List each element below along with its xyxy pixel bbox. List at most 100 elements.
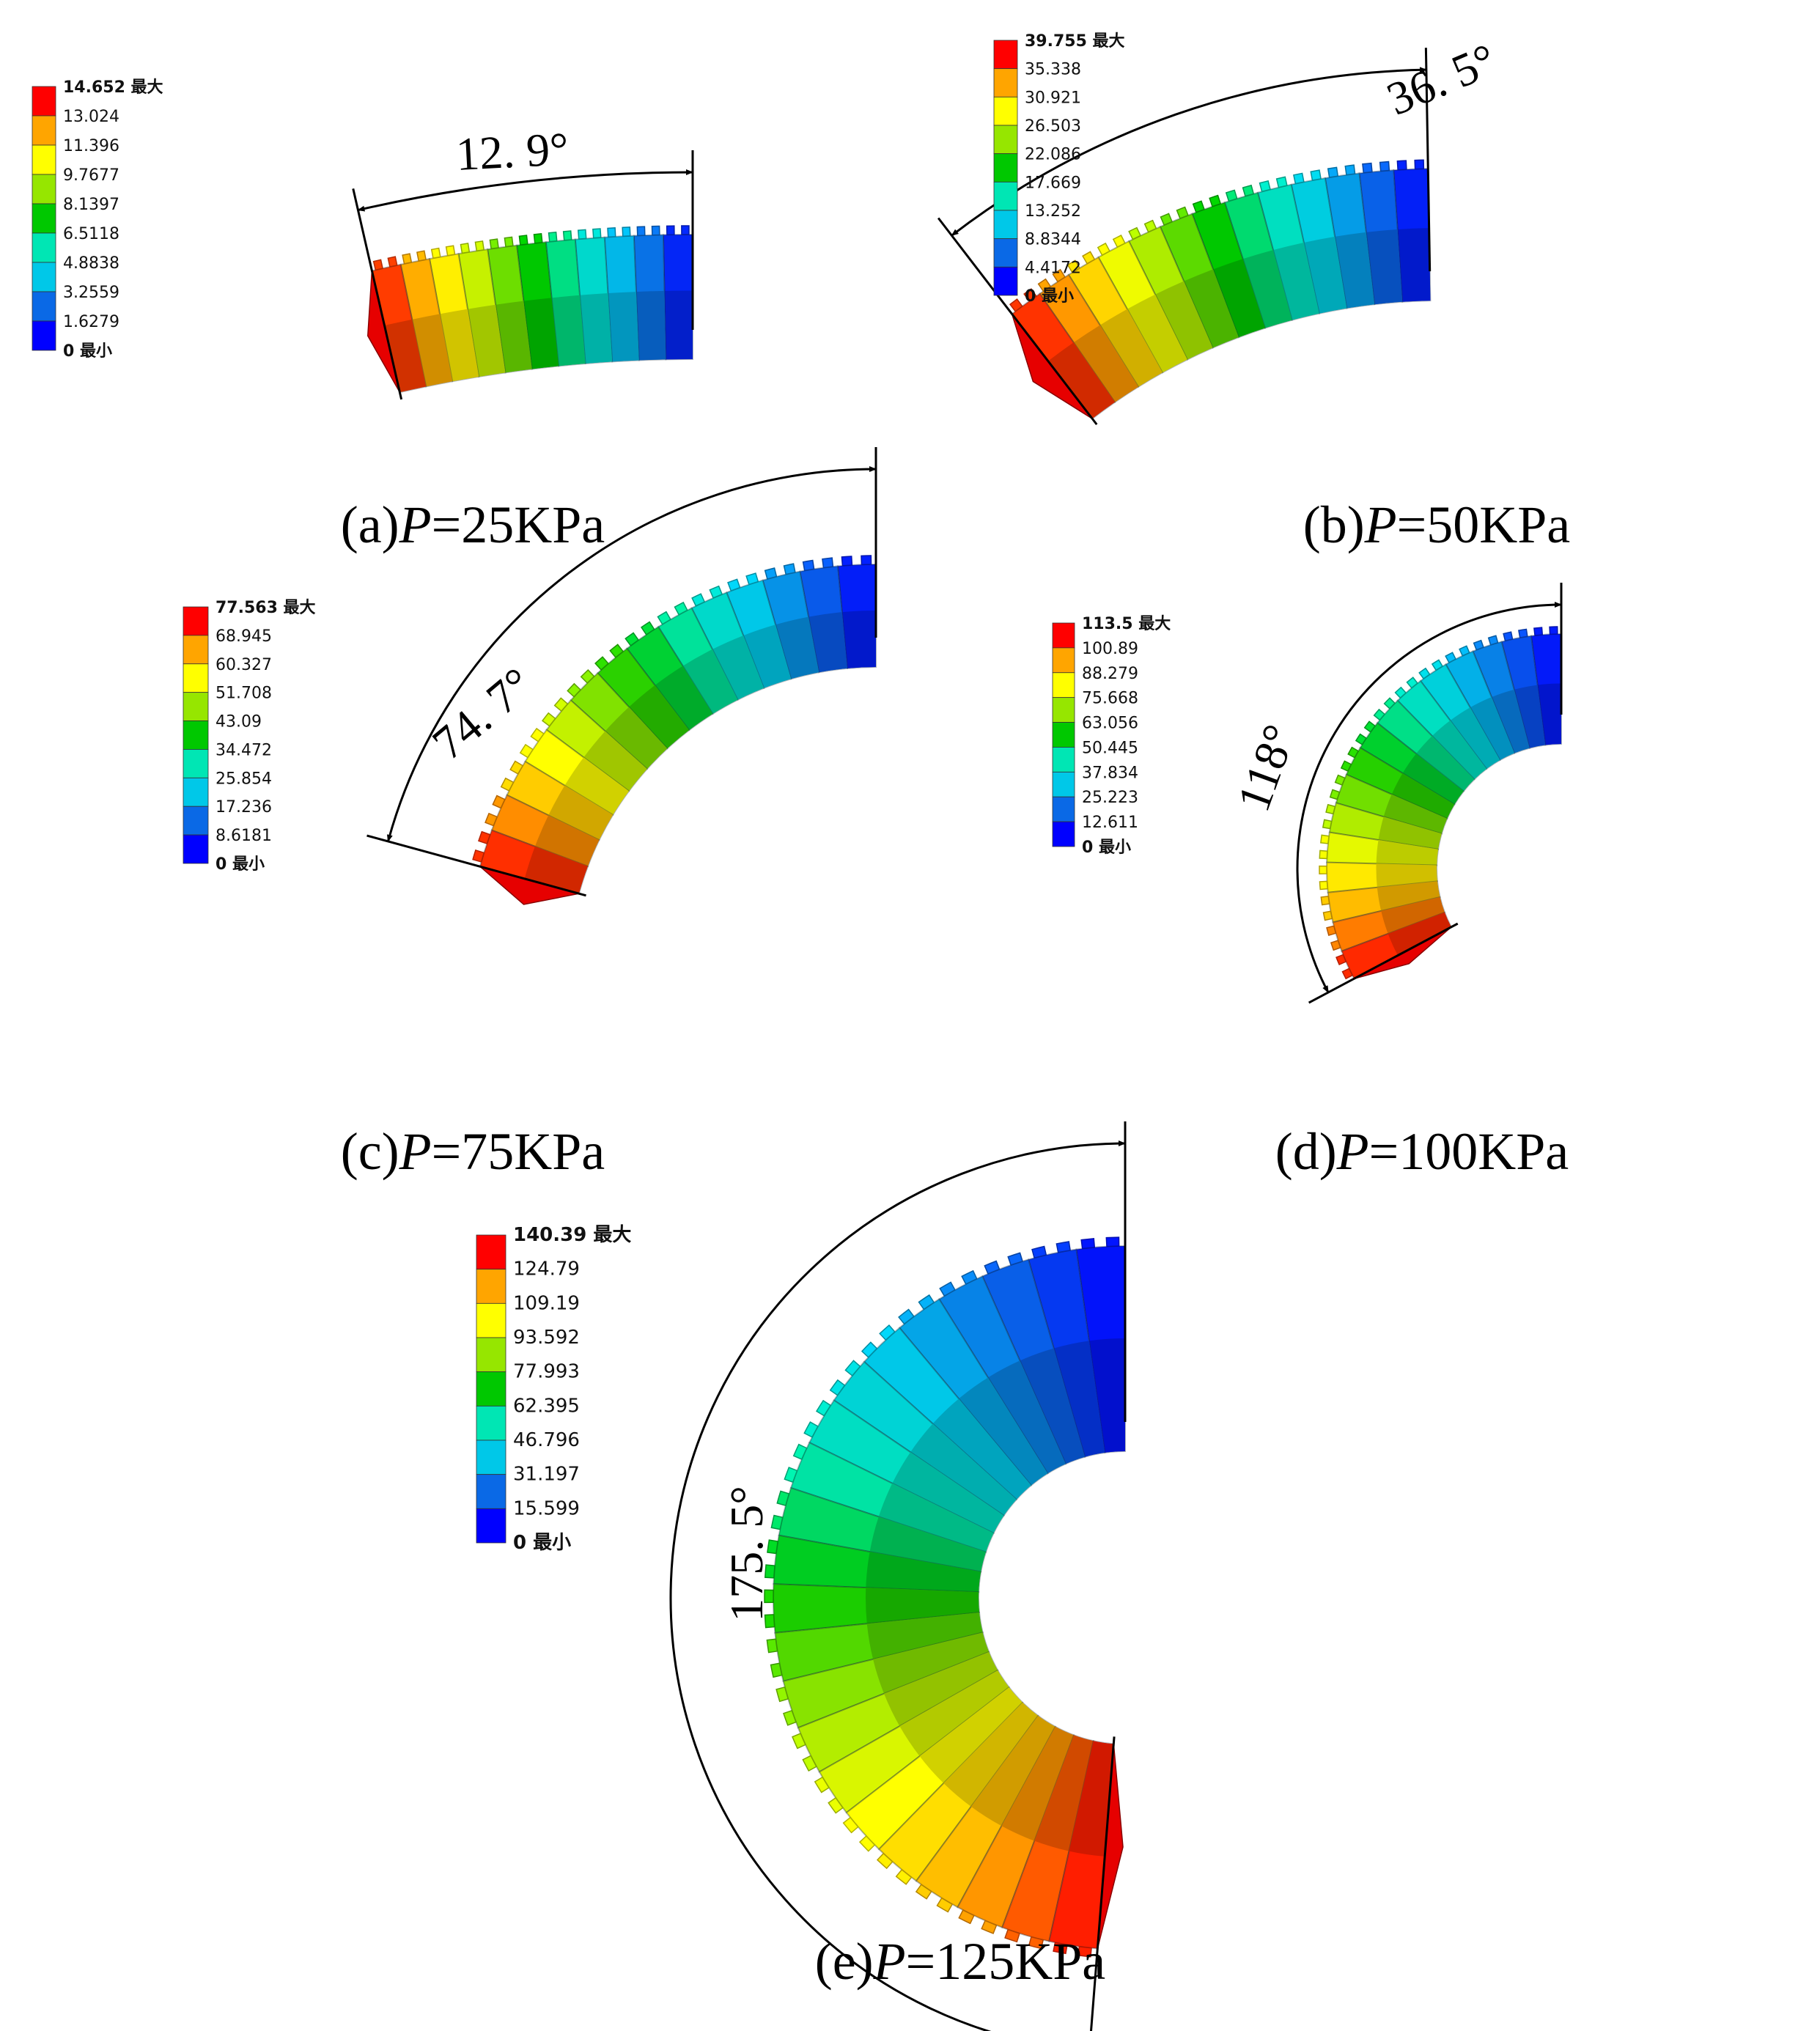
actuator-tooth xyxy=(861,555,872,566)
legend-swatch xyxy=(476,1405,506,1441)
actuator-tooth xyxy=(841,556,853,567)
actuator-segment-shade xyxy=(884,1651,998,1727)
legend-min-label: 0 最小 xyxy=(215,855,265,874)
legend-swatch xyxy=(1052,771,1075,797)
actuator-tooth xyxy=(402,253,413,265)
actuator-tooth xyxy=(1320,896,1330,906)
actuator-tooth xyxy=(533,233,543,244)
actuator-tooth xyxy=(1362,162,1373,174)
actuator-tooth xyxy=(898,1308,915,1325)
actuator-tooth xyxy=(1009,298,1023,312)
legend-swatch xyxy=(1052,722,1075,748)
actuator-tooth xyxy=(895,1868,913,1885)
actuator-tooth xyxy=(767,1539,779,1555)
angle-dimension-arc xyxy=(386,466,877,842)
panel-caption: (e)P=125KPa xyxy=(815,1932,1106,1991)
actuator-tooth xyxy=(1549,626,1558,635)
actuator-tooth xyxy=(1028,1936,1045,1950)
actuator-tooth xyxy=(681,225,690,235)
legend-tick-label: 75.668 xyxy=(1082,690,1138,708)
actuator-segment-shade xyxy=(579,293,613,364)
legend-tick-label: 77.993 xyxy=(513,1361,580,1383)
panel-e: 175. 5° 140.39 最大 124.79 109.19 93.592 77.993… xyxy=(476,1121,1127,2031)
actuator-tooth xyxy=(764,1564,775,1579)
legend-tick-label: 15.599 xyxy=(513,1497,580,1519)
legend-swatch xyxy=(476,1474,506,1509)
legend-swatch xyxy=(476,1302,506,1338)
legend-tick-label: 26.503 xyxy=(1025,117,1081,136)
legend-swatch xyxy=(993,125,1018,155)
actuator-segment-shade xyxy=(866,1612,983,1659)
actuator-tooth xyxy=(1225,189,1238,202)
legend-tick-label: 11.396 xyxy=(63,137,119,155)
actuator-tooth xyxy=(876,1852,894,1870)
actuator-body xyxy=(1319,626,1562,980)
actuator-tooth xyxy=(802,559,815,572)
actuator-segment-shade xyxy=(866,1588,979,1624)
legend-swatch xyxy=(32,86,56,117)
actuator-tooth xyxy=(372,259,384,271)
actuator-tooth xyxy=(1319,849,1328,860)
legend-swatch xyxy=(993,266,1018,296)
actuator-tooth xyxy=(842,1816,859,1834)
actuator-segment-shade xyxy=(608,292,639,362)
actuator-segment-shade xyxy=(866,1552,981,1593)
legend-swatch xyxy=(32,144,56,175)
legend-swatch xyxy=(1052,647,1075,674)
legend-min-label: 0 最小 xyxy=(63,342,112,361)
legend-tick-label: 17.236 xyxy=(215,798,272,817)
actuator-tooth xyxy=(1325,803,1336,815)
actuator-tooth xyxy=(666,225,675,236)
actuator-segment-shade xyxy=(1073,325,1138,402)
legend-tick-label: 93.592 xyxy=(513,1327,580,1349)
legend-tick-label: 43.09 xyxy=(215,713,262,731)
legend-tick-label: 4.4172 xyxy=(1025,259,1081,277)
legend-swatch xyxy=(183,635,209,665)
caption-label: (e) xyxy=(815,1932,874,1991)
actuator-tooth xyxy=(1518,628,1528,638)
caption-label: (a) xyxy=(341,495,399,554)
actuator-tooth xyxy=(815,1399,832,1417)
actuator-tooth xyxy=(1275,176,1288,188)
legend-tick-label: 50.445 xyxy=(1082,739,1138,757)
legend-tick-label: 88.279 xyxy=(1082,665,1138,683)
panel-caption: (d)P=100KPa xyxy=(1275,1122,1569,1181)
legend-tick-label: 17.669 xyxy=(1025,174,1081,192)
actuator-tooth xyxy=(782,1709,797,1726)
colormap-legend: 77.563 最大 68.945 60.327 51.708 43.09 34.472 25… xyxy=(183,599,316,874)
actuator-tooth xyxy=(1053,1942,1068,1955)
actuator-tooth xyxy=(802,1755,817,1772)
actuator-tooth xyxy=(1004,1928,1020,1943)
legend-swatch xyxy=(1052,796,1075,822)
caption-value: =125KPa xyxy=(906,1932,1106,1991)
legend-swatch xyxy=(476,1269,506,1304)
caption-value: =25KPa xyxy=(432,495,605,554)
actuator-tooth xyxy=(861,1341,878,1358)
actuator-tooth xyxy=(1293,172,1305,185)
panel-caption: (c)P=75KPa xyxy=(341,1122,605,1181)
caption-value: =50KPa xyxy=(1397,495,1571,554)
legend-tick-label: 25.223 xyxy=(1082,789,1138,807)
actuator-tooth xyxy=(1327,166,1339,178)
actuator-tooth xyxy=(915,1884,932,1900)
legend-tick-label: 25.854 xyxy=(215,770,272,788)
legend-tick-label: 6.5118 xyxy=(63,225,119,243)
actuator-tooth xyxy=(1097,242,1110,257)
actuator-segment-shade xyxy=(1397,228,1431,302)
legend-tick-label: 37.834 xyxy=(1082,764,1138,782)
actuator-segment-shade xyxy=(384,319,427,393)
legend-swatch xyxy=(1052,697,1075,723)
actuator-tooth xyxy=(844,1360,861,1377)
actuator-segment-shade xyxy=(439,309,479,382)
actuator-tooth xyxy=(803,1421,819,1438)
actuator-tooth xyxy=(504,236,514,248)
legend-swatch xyxy=(476,1234,506,1270)
actuator-tooth xyxy=(766,1638,778,1654)
legend-swatch xyxy=(32,291,56,322)
legend-tick-label: 35.338 xyxy=(1025,61,1081,79)
actuator-tooth xyxy=(1322,910,1333,921)
actuator-tooth xyxy=(784,1467,798,1483)
colormap-legend: 39.755 最大 35.338 30.921 26.503 22.086 17.669 1… xyxy=(993,32,1125,306)
actuator-segment-shade xyxy=(873,1632,990,1694)
legend-swatch xyxy=(183,663,209,693)
